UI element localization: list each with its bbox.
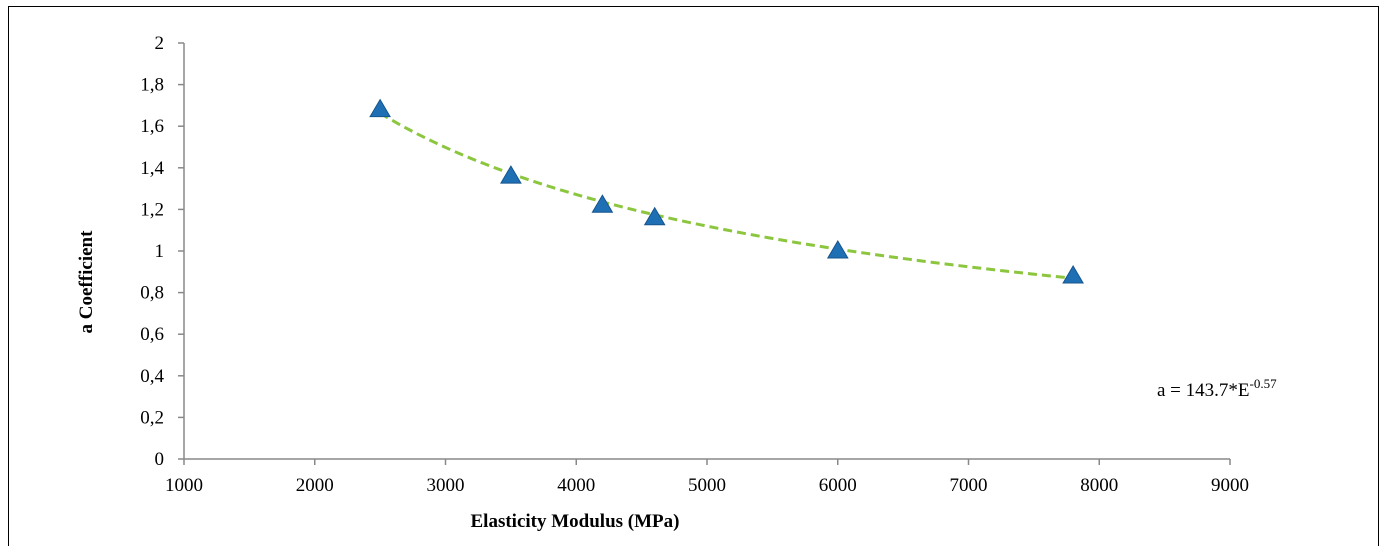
data-point-triangle: [591, 194, 614, 213]
x-tick-label: 4000: [557, 475, 595, 496]
y-tick-label: 0,4: [140, 366, 164, 387]
y-tick-label: 1,2: [140, 199, 164, 220]
x-tick-label: 7000: [950, 475, 988, 496]
y-axis-title: a Coefficient: [76, 230, 97, 334]
axes: [183, 43, 1230, 460]
x-tick-label: 2000: [296, 475, 334, 496]
y-tick-label: 0: [155, 449, 165, 470]
x-tick-label: 9000: [1211, 475, 1249, 496]
data-points: [369, 98, 1084, 284]
y-tick-label: 2: [155, 33, 165, 54]
y-tick-label: 0,2: [140, 407, 164, 428]
data-point-triangle: [1062, 265, 1084, 284]
data-point-triangle: [500, 165, 522, 184]
data-point-triangle: [369, 98, 391, 118]
equation-exponent: -0.57: [1250, 376, 1278, 391]
y-tick-label: 1,4: [140, 158, 164, 179]
x-tick-label: 6000: [819, 475, 857, 496]
data-point-triangle: [826, 240, 849, 259]
y-tick-label: 1: [155, 241, 165, 262]
equation-main: a = 143.7*E: [1157, 380, 1250, 401]
x-tick-label: 3000: [427, 475, 465, 496]
y-tick-label: 0,8: [140, 283, 164, 304]
x-tick-label: 8000: [1080, 475, 1118, 496]
x-tick-label: 1000: [165, 475, 203, 496]
x-ticks: 1000 2000 3000 4000 5000 6000 7000 8000 9000: [165, 459, 1249, 496]
data-point-triangle: [643, 206, 666, 226]
y-tick-label: 1,8: [140, 75, 164, 96]
trendline-equation: a = 143.7*E-0.57: [1157, 376, 1277, 401]
x-axis-title: Elasticity Modulus (MPa): [471, 511, 680, 532]
y-tick-label: 0,6: [140, 324, 164, 345]
power-trendline: [379, 112, 1074, 280]
x-tick-label: 5000: [688, 475, 726, 496]
y-ticks: 0 0,2 0,4 0,6 0,8 1 1,2 1,4 1,6 1,8 2: [140, 33, 184, 470]
chart-frame: [8, 6, 1379, 546]
y-tick-label: 1,6: [140, 116, 164, 137]
